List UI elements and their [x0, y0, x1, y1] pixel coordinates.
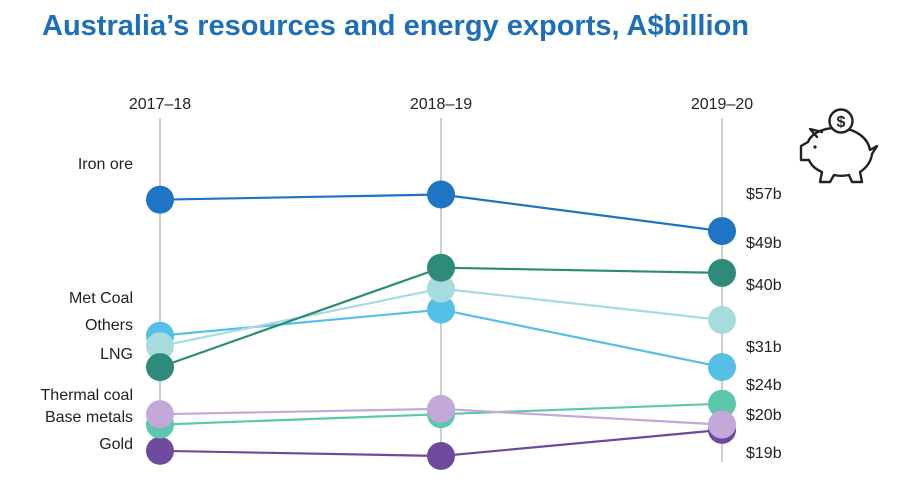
data-point-iron-ore-2019-20: [708, 217, 736, 246]
data-point-base-metals-2019-20: [708, 389, 736, 418]
value-label-iron-ore: $57b: [746, 186, 782, 203]
series-label-others: Others: [85, 317, 133, 334]
series-label-base-metals: Base metals: [45, 409, 133, 426]
data-point-iron-ore-2018-19: [427, 180, 455, 209]
series-label-iron-ore: Iron ore: [78, 156, 133, 173]
series-label-thermal-coal: Thermal coal: [41, 387, 133, 404]
value-label-lng: $49b: [746, 235, 782, 252]
data-point-thermal-coal-2018-19: [427, 394, 455, 423]
category-label-2017-18: 2017–18: [129, 96, 191, 113]
value-label-others: $40b: [746, 277, 782, 294]
svg-text:$: $: [837, 114, 846, 131]
piggy-bank-dollar-icon: $: [799, 108, 879, 184]
series-label-lng: LNG: [100, 346, 133, 363]
data-point-others-2018-19: [427, 274, 455, 303]
data-point-thermal-coal-2017-18: [146, 400, 174, 429]
data-point-met-coal-2018-19: [427, 295, 455, 324]
data-point-met-coal-2019-20: [708, 353, 736, 382]
value-label-thermal-coal: $20b: [746, 407, 782, 424]
data-point-lng-2017-18: [146, 353, 174, 382]
category-label-2018-19: 2018–19: [410, 96, 472, 113]
data-point-lng-2019-20: [708, 258, 736, 287]
value-label-base-metals: $24b: [746, 377, 782, 394]
data-point-lng-2018-19: [427, 253, 455, 282]
data-point-thermal-coal-2019-20: [708, 410, 736, 439]
value-label-met-coal: $31b: [746, 339, 782, 356]
value-label-gold: $19b: [746, 445, 782, 462]
data-point-others-2019-20: [708, 306, 736, 334]
series-label-met-coal: Met Coal: [69, 290, 133, 307]
data-point-gold-2017-18: [146, 436, 174, 465]
chart-title: Australia’s resources and energy exports…: [42, 10, 749, 42]
series-label-gold: Gold: [99, 436, 133, 453]
data-point-gold-2018-19: [427, 442, 455, 470]
data-point-iron-ore-2017-18: [146, 185, 174, 214]
category-label-2019-20: 2019–20: [691, 96, 753, 113]
data-point-others-2017-18: [146, 332, 174, 361]
